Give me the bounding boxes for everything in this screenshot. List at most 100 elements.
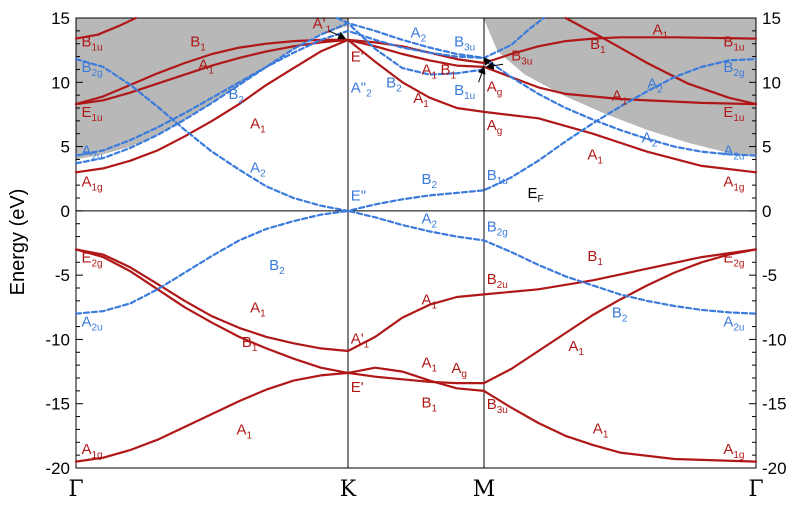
y-tick-label-left: 5 — [61, 138, 70, 157]
y-axis-title: Energy (eV) — [7, 189, 29, 296]
band-line-dashed — [74, 29, 758, 157]
symmetry-label: A2u — [723, 314, 744, 334]
symmetry-label: A1 — [587, 146, 603, 166]
annotation-arrow — [477, 65, 486, 83]
plot-frame — [75, 17, 757, 469]
symmetry-label: A2u — [723, 143, 744, 163]
symmetry-label: E" — [351, 188, 366, 205]
symmetry-label: A1g — [81, 173, 102, 193]
symmetry-label: E2g — [723, 249, 744, 269]
symmetry-label: A1 — [421, 355, 437, 375]
y-tick-label-right: 10 — [762, 73, 781, 92]
symmetry-label: A1 — [653, 22, 669, 42]
symmetry-label: Ag — [487, 78, 503, 98]
symmetry-label: B2 — [386, 74, 402, 94]
axes-layer: -20 -20 -15 -15 -10 -10 -5 -5 0 0 5 5 10 10 15 15 Γ K M Γ — [45, 9, 786, 502]
symmetry-label: A2 — [647, 76, 663, 96]
symmetry-label: B2g — [723, 59, 744, 79]
y-tick-label-right: 15 — [762, 9, 781, 28]
k-point-label: Γ — [68, 477, 83, 502]
symmetry-label: E1u — [723, 104, 744, 124]
symmetry-label: B2 — [421, 171, 437, 191]
k-point-label: Γ — [748, 477, 763, 502]
fermi-level-label: EF — [528, 185, 544, 205]
y-tick-label-left: -20 — [45, 459, 70, 478]
symmetry-label: A1 — [568, 338, 584, 358]
band-line-dashed — [74, 58, 758, 212]
symmetry-label: B1u — [723, 33, 744, 53]
y-tick-label-left: -5 — [55, 266, 70, 285]
symmetry-label: B1 — [590, 36, 606, 56]
symmetry-label: A2u — [81, 314, 102, 334]
symmetry-label: B1 — [242, 334, 258, 354]
symmetry-label: E' — [351, 379, 364, 396]
labels-layer: B1u B2g E1u A2u A1g E2g A2u A1g B1u B2g E1u A2u A1g E… — [81, 15, 744, 461]
symmetry-label: A1 — [413, 90, 429, 110]
symmetry-label: A1 — [612, 87, 628, 107]
symmetry-label: A1 — [421, 292, 437, 312]
symmetry-label: A2 — [642, 130, 658, 150]
y-tick-label-left: 0 — [61, 202, 70, 221]
y-tick-label-left: -10 — [45, 330, 70, 349]
symmetry-label: B3u — [454, 33, 475, 53]
k-point-label: M — [473, 477, 496, 502]
shaded-region — [76, 18, 348, 160]
symmetry-label: A2 — [250, 159, 266, 179]
y-tick-label-left: 15 — [51, 9, 70, 28]
band-line-solid — [74, 38, 758, 106]
symmetry-label: B2 — [269, 257, 285, 277]
symmetry-label: B3u — [511, 47, 532, 67]
y-tick-label-right: -15 — [762, 395, 787, 414]
shaded-continuum-layer — [76, 18, 756, 160]
arrows-layer — [328, 30, 504, 83]
symmetry-label: A'1 — [351, 330, 370, 350]
y-tick-label-left: -15 — [45, 395, 70, 414]
symmetry-label: B2 — [612, 305, 628, 325]
symmetry-label: E1u — [81, 104, 102, 124]
symmetry-label: B2g — [81, 59, 102, 79]
symmetry-label: A'1 — [313, 15, 332, 35]
k-point-label: K — [340, 477, 357, 502]
band-line-solid — [74, 248, 758, 353]
symmetry-label: E' — [351, 49, 364, 66]
symmetry-label: A1 — [250, 116, 266, 136]
symmetry-label: E2g — [81, 249, 102, 269]
y-tick-label-right: -10 — [762, 330, 787, 349]
symmetry-label: A1g — [723, 173, 744, 193]
band-line-solid — [564, 16, 758, 106]
symmetry-label: B1 — [421, 395, 437, 415]
symmetry-label: A2u — [81, 143, 102, 163]
y-tick-label-right: -5 — [762, 266, 777, 285]
annotation-arrow — [328, 30, 347, 40]
symmetry-label: Ag — [451, 360, 467, 380]
band-line-solid — [74, 36, 758, 106]
symmetry-label: A2 — [421, 211, 437, 231]
symmetry-label: B2g — [487, 218, 508, 238]
symmetry-label: B2u — [487, 271, 508, 291]
band-line-solid — [74, 16, 137, 40]
symmetry-label: A1g — [723, 441, 744, 461]
band-line-dashed — [74, 209, 758, 315]
symmetry-label: A1 — [198, 56, 214, 76]
annotation-arrow — [485, 61, 504, 70]
symmetry-label: A1 — [250, 299, 266, 319]
symmetry-label: A2 — [411, 24, 427, 44]
symmetry-label: B1u — [81, 33, 102, 53]
symmetry-label: B1 — [587, 248, 603, 268]
y-tick-label-right: 5 — [762, 138, 771, 157]
y-tick-label-right: -20 — [762, 459, 787, 478]
symmetry-label: B1u — [487, 167, 508, 187]
symmetry-label: B1u — [454, 82, 475, 102]
symmetry-label: A1 — [421, 62, 437, 82]
symmetry-label: B3u — [487, 396, 508, 416]
y-tick-label-left: 10 — [51, 73, 70, 92]
symmetry-label: A"2 — [351, 80, 372, 100]
symmetry-label: B1 — [190, 33, 206, 53]
symmetry-label: A1g — [81, 441, 102, 461]
symmetry-label: A1 — [593, 420, 609, 440]
band-line-dashed — [336, 16, 486, 76]
symmetry-label: B1 — [440, 62, 456, 82]
symmetry-label: B2 — [228, 86, 244, 106]
